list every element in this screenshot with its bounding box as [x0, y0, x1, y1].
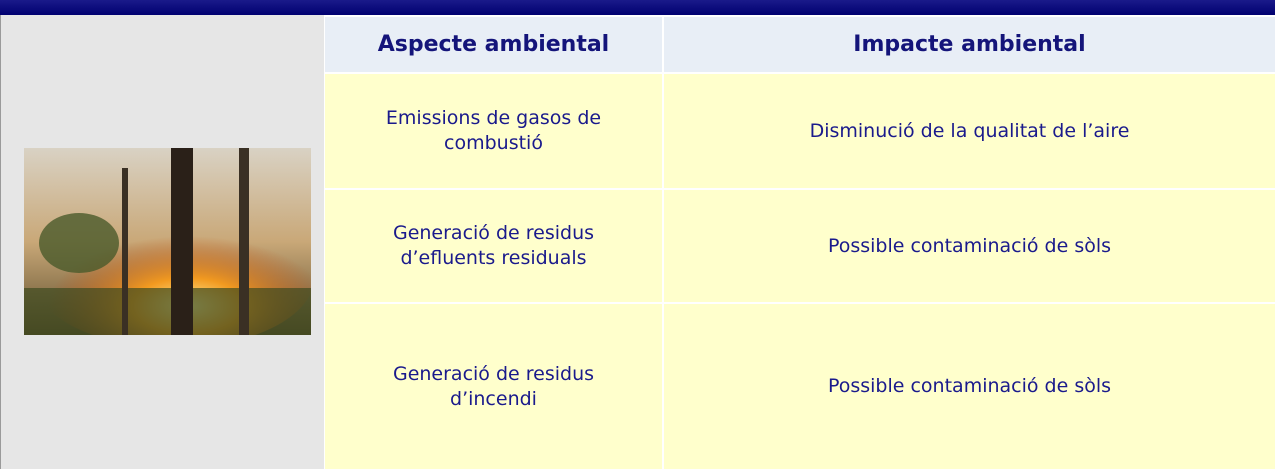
impact-cell: Disminució de la qualitat de l’aire	[664, 74, 1275, 188]
fire-photo	[24, 148, 311, 335]
header-cell: Impacte ambiental	[664, 17, 1275, 72]
aspect-cell: Generació de residus d’efluents residual…	[325, 190, 662, 302]
cell-text: Possible contaminació de sòls	[827, 234, 1112, 257]
aspect-cell: Generació de residus d’incendi	[325, 304, 662, 469]
header-cell: Aspecte ambiental	[325, 17, 662, 72]
cell-text: Possible contaminació de sòls	[827, 375, 1112, 397]
cell-text: Generació de residus d’efluents residual…	[392, 222, 595, 269]
impact-cell: Possible contaminació de sòls	[664, 190, 1275, 302]
top-bar	[0, 0, 1275, 15]
cell-text: Generació de residus d’incendi	[392, 362, 595, 410]
cell-text: Disminució de la qualitat de l’aire	[809, 119, 1130, 142]
impact-cell: Possible contaminació de sòls	[664, 304, 1275, 469]
cell-text: Emissions de gasos de combustió	[385, 107, 602, 154]
aspect-cell: Emissions de gasos de combustió	[325, 74, 662, 188]
